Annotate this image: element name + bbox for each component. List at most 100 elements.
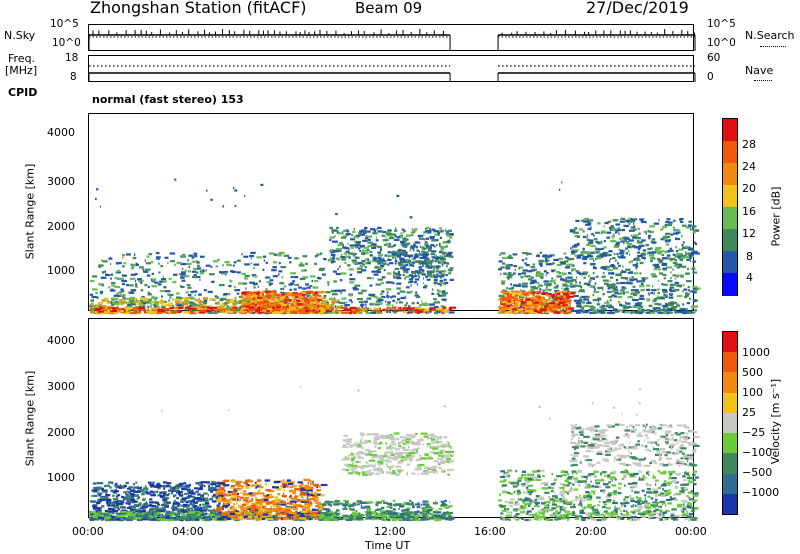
- data-cell: [192, 506, 194, 509]
- data-cell: [358, 232, 363, 235]
- nsearch-tick-bottom: 10^0: [707, 37, 736, 49]
- data-cell: [579, 289, 585, 292]
- data-cell: [125, 481, 129, 485]
- data-cell: [571, 278, 577, 282]
- data-cell: [601, 252, 606, 255]
- data-cell: [135, 283, 138, 286]
- data-cell: [546, 303, 549, 306]
- data-cell: [253, 297, 256, 300]
- data-cell: [364, 258, 369, 261]
- data-cell: [130, 267, 133, 270]
- data-cell: [321, 273, 326, 276]
- data-cell: [545, 263, 552, 266]
- data-cell: [242, 307, 249, 310]
- data-cell: [130, 492, 134, 496]
- data-cell: [249, 254, 255, 258]
- data-cell: [132, 264, 137, 267]
- data-cell: [424, 257, 430, 260]
- data-cell: [143, 270, 149, 273]
- data-cell: [266, 280, 271, 284]
- data-cell: [181, 297, 185, 300]
- data-cell: [651, 285, 654, 288]
- data-cell: [200, 255, 205, 258]
- data-cell: [280, 265, 286, 269]
- data-cell: [259, 304, 267, 307]
- data-cell: [201, 303, 203, 307]
- data-cell: [138, 280, 141, 283]
- data-cell: [591, 305, 594, 308]
- data-cell: [615, 278, 619, 282]
- data-cell: [433, 275, 439, 279]
- data-cell: [97, 310, 104, 313]
- data-cell: [439, 259, 445, 263]
- data-cell: [446, 230, 449, 233]
- data-cell: [245, 287, 247, 290]
- data-cell: [672, 220, 675, 223]
- data-cell: [669, 286, 674, 289]
- data-cell: [413, 257, 417, 260]
- data-cell: [431, 228, 436, 231]
- data-cell: [169, 485, 172, 488]
- data-cell: [347, 242, 349, 245]
- data-cell: [414, 272, 416, 276]
- freq-trace: [88, 65, 696, 82]
- data-cell: [198, 293, 202, 296]
- data-cell: [101, 299, 106, 302]
- data-cell: [356, 256, 360, 259]
- data-cell: [241, 253, 243, 256]
- data-cell: [229, 279, 231, 282]
- data-cell: [402, 268, 405, 271]
- data-cell: [335, 226, 339, 229]
- data-cell: [284, 292, 290, 295]
- data-cell: [679, 259, 684, 262]
- data-cell: [499, 253, 502, 256]
- data-cell: [291, 296, 295, 299]
- data-cell: [230, 305, 232, 308]
- data-cell: [403, 238, 407, 242]
- data-cell: [586, 219, 590, 222]
- data-cell: [673, 264, 679, 267]
- data-cell: [110, 308, 112, 311]
- data-cell: [198, 297, 200, 301]
- data-cell: [205, 507, 208, 511]
- data-cell: [586, 234, 589, 237]
- data-cell: [593, 266, 596, 269]
- data-cell: [446, 265, 448, 268]
- data-cell: [399, 306, 403, 310]
- data-cell: [382, 231, 387, 234]
- data-cell: [119, 302, 125, 305]
- data-cell: [354, 244, 361, 247]
- data-cell: [398, 301, 403, 304]
- data-cell: [314, 296, 317, 299]
- data-cell: [437, 290, 443, 293]
- data-cell: [288, 305, 294, 309]
- data-cell: [421, 273, 427, 276]
- data-cell: [117, 294, 122, 298]
- data-cell: [395, 273, 400, 276]
- data-cell: [349, 281, 355, 284]
- data-cell: [397, 261, 403, 265]
- data-cell: [402, 290, 406, 293]
- data-cell: [149, 503, 152, 507]
- data-cell: [190, 304, 192, 308]
- data-cell: [380, 230, 383, 233]
- data-cell: [330, 289, 335, 293]
- data-cell: [618, 256, 625, 259]
- data-cell: [625, 268, 631, 271]
- data-cell: [625, 247, 628, 250]
- data-cell: [387, 263, 390, 266]
- freq-strip: [88, 55, 696, 82]
- data-cell: [429, 237, 434, 240]
- data-cell: [104, 270, 107, 273]
- data-cell: [89, 307, 94, 311]
- data-cell: [299, 291, 307, 295]
- data-cell: [645, 311, 652, 314]
- data-cell: [151, 296, 157, 299]
- data-cell: [351, 234, 353, 237]
- data-cell: [136, 497, 139, 500]
- data-cell: [530, 304, 538, 307]
- data-cell: [684, 255, 690, 258]
- data-cell: [670, 303, 675, 306]
- data-cell: [430, 260, 434, 263]
- data-cell: [116, 502, 119, 505]
